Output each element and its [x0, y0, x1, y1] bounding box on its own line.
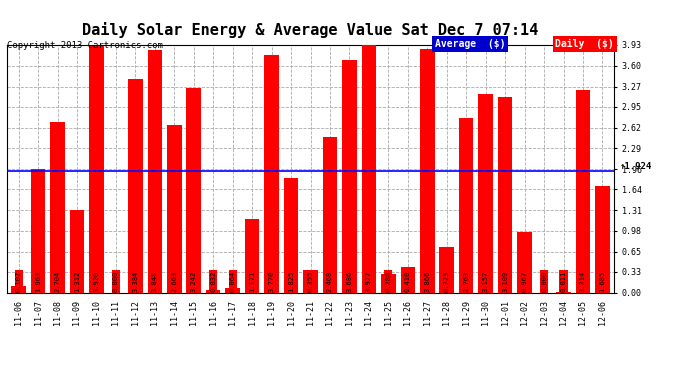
- Text: 2.763: 2.763: [463, 271, 469, 292]
- Text: 1.963: 1.963: [35, 271, 41, 292]
- Text: 0.723: 0.723: [444, 271, 450, 292]
- Bar: [459, 118, 473, 292]
- Text: 3.214: 3.214: [580, 271, 586, 292]
- Text: 0.355: 0.355: [308, 271, 313, 292]
- Text: 1.825: 1.825: [288, 271, 294, 292]
- Bar: [264, 55, 279, 292]
- Text: 0.000: 0.000: [113, 271, 119, 292]
- Text: 3.109: 3.109: [502, 271, 508, 292]
- Bar: [245, 219, 259, 292]
- Bar: [518, 232, 532, 292]
- Text: 0.064: 0.064: [230, 271, 236, 292]
- Text: 0.967: 0.967: [522, 271, 528, 292]
- Text: 3.848: 3.848: [152, 271, 158, 292]
- Bar: [323, 137, 337, 292]
- Text: 3.686: 3.686: [346, 271, 353, 292]
- Bar: [31, 169, 46, 292]
- Bar: [497, 97, 513, 292]
- Bar: [478, 94, 493, 292]
- Bar: [400, 267, 415, 292]
- Bar: [167, 125, 181, 292]
- Bar: [575, 90, 590, 292]
- Bar: [128, 80, 143, 292]
- Bar: [50, 122, 65, 292]
- Text: 3.866: 3.866: [424, 271, 431, 292]
- Bar: [440, 247, 454, 292]
- Text: Daily Solar Energy & Average Value Sat Dec 7 07:14: Daily Solar Energy & Average Value Sat D…: [82, 22, 539, 39]
- Text: 3.384: 3.384: [132, 271, 139, 292]
- Bar: [342, 60, 357, 292]
- Bar: [148, 50, 162, 292]
- Bar: [206, 291, 221, 292]
- Text: 1.171: 1.171: [249, 271, 255, 292]
- Bar: [595, 186, 610, 292]
- Bar: [186, 88, 201, 292]
- Bar: [226, 288, 240, 292]
- Text: Daily  ($): Daily ($): [555, 39, 614, 50]
- Text: ↑1.924: ↑1.924: [620, 162, 653, 171]
- Bar: [381, 274, 395, 292]
- Text: 1.685: 1.685: [600, 271, 605, 292]
- Bar: [420, 49, 435, 292]
- Text: 0.032: 0.032: [210, 271, 216, 292]
- Text: 3.242: 3.242: [190, 271, 197, 292]
- Text: 0.107: 0.107: [16, 271, 21, 292]
- Text: Average  ($): Average ($): [435, 39, 505, 50]
- Text: 3.770: 3.770: [268, 271, 275, 292]
- Text: 3.927: 3.927: [366, 271, 372, 292]
- Bar: [362, 45, 376, 292]
- Bar: [89, 46, 104, 292]
- Text: 0.011: 0.011: [560, 271, 566, 292]
- Text: 0.288: 0.288: [385, 271, 391, 292]
- Bar: [70, 210, 84, 292]
- Text: 2.663: 2.663: [171, 271, 177, 292]
- Text: 0.000: 0.000: [541, 271, 547, 292]
- Text: Copyright 2013 Cartronics.com: Copyright 2013 Cartronics.com: [7, 41, 163, 50]
- Text: 2.704: 2.704: [55, 271, 61, 292]
- Bar: [11, 286, 26, 292]
- Text: 0.410: 0.410: [405, 271, 411, 292]
- Text: 1.312: 1.312: [74, 271, 80, 292]
- Text: 3.157: 3.157: [482, 271, 489, 292]
- Text: 3.920: 3.920: [93, 271, 99, 292]
- Bar: [303, 270, 318, 292]
- Text: ↑1.924: ↑1.924: [0, 162, 1, 171]
- Bar: [284, 178, 298, 292]
- Text: 2.468: 2.468: [327, 271, 333, 292]
